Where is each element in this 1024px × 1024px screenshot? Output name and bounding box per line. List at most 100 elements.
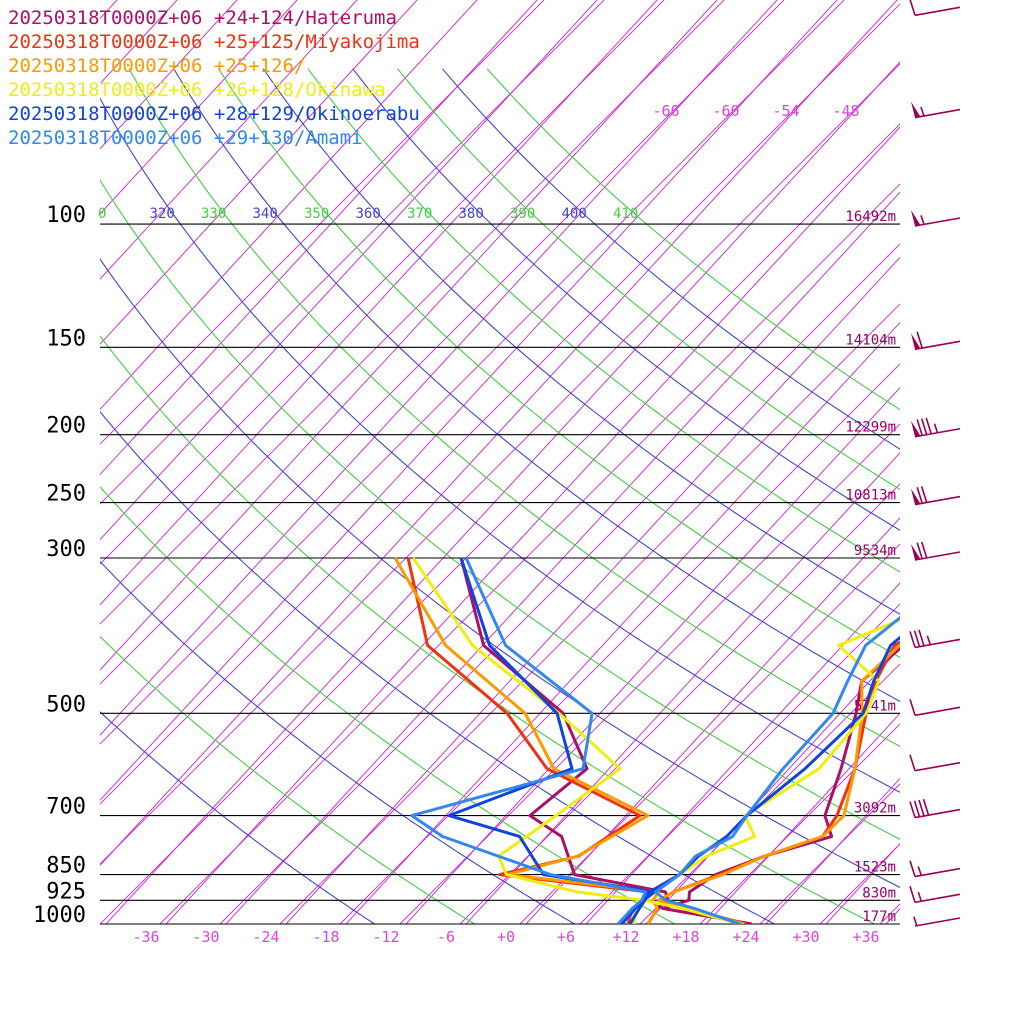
mixing-ratio-line xyxy=(100,0,725,625)
mixing-ratio-label: -54 xyxy=(772,102,799,120)
wind-barb xyxy=(911,331,961,351)
pressure-tick-label: 300 xyxy=(46,537,86,562)
legend-entry: 20250318T0000Z+06 +24+124/Hateruma xyxy=(8,7,397,29)
theta-label: 350 xyxy=(304,206,329,222)
wind-barb xyxy=(911,210,961,227)
pressure-tick-label: 150 xyxy=(46,326,86,351)
mixing-ratio-line xyxy=(339,363,900,924)
temperature-tick-label: -24 xyxy=(252,928,279,946)
wind-barb-staff xyxy=(914,6,961,17)
isotherm-line xyxy=(465,452,900,924)
temperature-tick-label: +18 xyxy=(672,928,699,946)
mixing-ratio-label: -66 xyxy=(652,102,679,120)
isotherm-line xyxy=(225,191,900,924)
wind-barb-feather xyxy=(920,541,928,559)
wind-barb xyxy=(913,916,961,927)
dry-adiabat-line xyxy=(100,711,376,924)
temperature-tick-label: +36 xyxy=(852,928,879,946)
theta-label: 370 xyxy=(407,206,432,222)
height-label: 10813m xyxy=(845,488,896,504)
height-label: 830m xyxy=(862,885,896,901)
temperature-profile-line xyxy=(654,615,900,924)
height-label: 14104m xyxy=(845,332,896,348)
wind-barb-staff xyxy=(914,917,961,927)
wind-barb-pennant xyxy=(911,488,921,505)
wind-barb-feather xyxy=(916,419,923,436)
wind-barb xyxy=(909,886,961,904)
dewpoint-profile-line xyxy=(447,557,656,924)
isotherm-line xyxy=(100,0,598,541)
wind-barb-feather xyxy=(913,800,921,818)
theta-label: 340 xyxy=(253,206,278,222)
wind-barb xyxy=(911,486,961,506)
theta-label: 410 xyxy=(613,206,638,222)
isotherm-line xyxy=(705,712,900,924)
pressure-tick-label: 925 xyxy=(46,879,86,904)
height-label: 1523m xyxy=(854,860,896,876)
dry-adiabat-line xyxy=(262,68,900,615)
wind-barb-half-feather xyxy=(917,866,923,876)
dewpoint-profile-line xyxy=(410,557,647,924)
height-label: 177m xyxy=(862,909,896,925)
mixing-ratio-line xyxy=(579,603,900,924)
mixing-ratio-line xyxy=(279,303,900,924)
isotherm-line xyxy=(100,0,778,736)
wind-barb-feather xyxy=(918,799,925,817)
isotherm-line xyxy=(105,61,900,924)
height-label: 16492m xyxy=(845,209,896,225)
dry-adiabat-line xyxy=(100,410,776,924)
wind-barb-half-feather xyxy=(917,891,923,902)
wind-barb-feather xyxy=(909,754,916,771)
isotherm-line xyxy=(585,582,900,924)
pressure-tick-label: 1000 xyxy=(33,903,86,928)
wind-barb-feather xyxy=(920,418,928,435)
wind-barb xyxy=(909,699,961,717)
theta-label: 360 xyxy=(356,206,381,222)
temperature-tick-label: -30 xyxy=(192,928,219,946)
dry-adiabat-line xyxy=(100,97,900,793)
wind-barb xyxy=(909,754,961,772)
wind-barb-staff xyxy=(914,893,961,904)
dry-adiabat-line xyxy=(100,335,876,924)
height-label: 12299m xyxy=(845,420,896,436)
legend-entry: 20250318T0000Z+06 +25+125/Miyakojima xyxy=(8,31,420,53)
wind-barb-staff xyxy=(914,495,961,506)
mixing-ratio-label: -60 xyxy=(712,102,739,120)
isotherm-line xyxy=(100,0,838,801)
height-label: 3092m xyxy=(854,801,896,817)
theta-label: 380 xyxy=(459,206,484,222)
dry-adiabat-line xyxy=(218,68,900,658)
legend-entry: 20250318T0000Z+06 +25+126/ xyxy=(8,55,305,77)
dry-adiabat-line xyxy=(100,258,900,889)
wind-barb-pennant xyxy=(911,420,921,437)
wind-barb-half-feather xyxy=(920,106,925,117)
mixing-ratio-line xyxy=(100,0,545,445)
wind-barb-half-feather xyxy=(920,215,925,225)
wind-barb-staff xyxy=(914,761,961,772)
wind-barb-staff xyxy=(914,217,961,227)
dry-adiabat-line xyxy=(100,560,576,924)
wind-barb-half-feather xyxy=(926,635,932,645)
wind-barb-staff xyxy=(914,638,961,649)
isotherm-line xyxy=(100,0,658,606)
wind-barb xyxy=(911,101,961,119)
mixing-ratio-line xyxy=(639,663,900,924)
wind-barb-feather xyxy=(909,0,916,16)
wind-barb-staff xyxy=(914,108,961,119)
wind-barb-feather xyxy=(909,801,916,818)
wind-barb-feather xyxy=(918,629,925,647)
wind-barb xyxy=(909,0,961,17)
mixing-ratio-line xyxy=(459,483,900,924)
mixing-ratio-line xyxy=(519,543,900,924)
temperature-tick-label: +12 xyxy=(612,928,639,946)
dry-adiabat-line xyxy=(352,68,900,531)
wind-barb-feather xyxy=(913,630,921,647)
mixing-ratio-line xyxy=(100,0,785,685)
wind-barb-staff xyxy=(914,808,961,819)
wind-barb-staff xyxy=(914,867,961,878)
height-label: 5741m xyxy=(854,698,896,714)
temperature-profile-line xyxy=(657,643,900,924)
mixing-ratio-line xyxy=(100,0,665,565)
isotherm-line xyxy=(345,321,900,924)
